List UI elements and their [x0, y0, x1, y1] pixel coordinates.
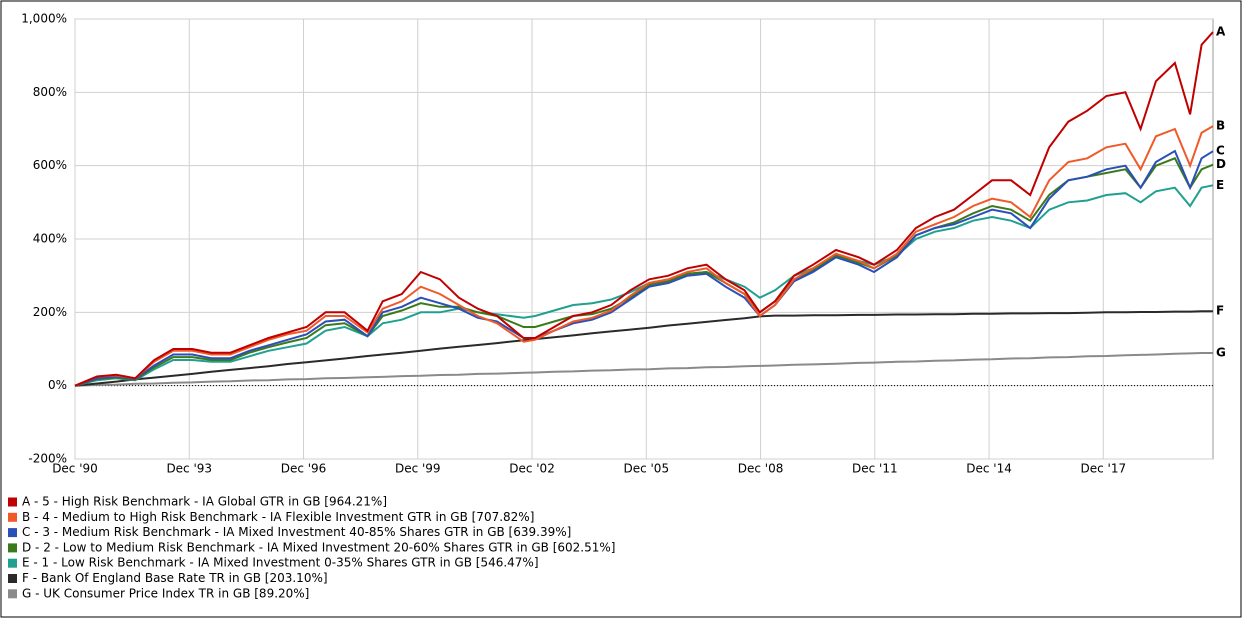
x-tick-label: Dec '96: [281, 462, 327, 476]
series-line: [74, 149, 1214, 387]
legend-label: E - 1 - Low Risk Benchmark - IA Mixed In…: [22, 556, 539, 570]
y-tick-label: 400%: [33, 232, 67, 246]
series-line: [74, 352, 1213, 387]
y-tick-label: 0%: [48, 378, 67, 392]
legend-swatch: [8, 528, 17, 538]
end-label: G: [1216, 345, 1226, 359]
legend-swatch: [8, 497, 17, 507]
y-tick-label: -200%: [28, 452, 67, 466]
legend-label: F - Bank Of England Base Rate TR in GB […: [22, 571, 328, 585]
legend-swatch: [8, 558, 17, 568]
x-tick-label: Dec '17: [1081, 462, 1127, 476]
x-tick-label: Dec '93: [166, 462, 212, 476]
end-label: A: [1216, 25, 1226, 39]
legend-label: G - UK Consumer Price Index TR in GB [89…: [22, 586, 309, 600]
end-label: D: [1216, 157, 1226, 171]
x-tick-label: Dec '05: [623, 462, 669, 476]
x-tick-label: Dec '14: [966, 462, 1012, 476]
y-tick-label: 200%: [33, 305, 67, 319]
x-tick-label: Dec '11: [852, 462, 898, 476]
end-label: E: [1216, 178, 1224, 192]
x-tick-label: Dec '02: [509, 462, 555, 476]
legend-label: A - 5 - High Risk Benchmark - IA Global …: [22, 495, 387, 509]
legend-label: B - 4 - Medium to High Risk Benchmark - …: [22, 510, 534, 524]
y-tick-label: 600%: [33, 158, 67, 172]
series-line: [74, 157, 1214, 387]
legend-swatch: [8, 543, 17, 553]
end-label: C: [1216, 144, 1225, 158]
x-tick-label: Dec '08: [738, 462, 784, 476]
series-line: [74, 125, 1214, 387]
x-tick-label: Dec '90: [52, 462, 98, 476]
legend-swatch: [8, 512, 17, 522]
end-label: F: [1216, 304, 1224, 318]
legend-swatch: [8, 574, 17, 583]
legend-label: D - 2 - Low to Medium Risk Benchmark - I…: [22, 540, 615, 554]
legend-swatch: [8, 589, 17, 599]
legend-label: C - 3 - Medium Risk Benchmark - IA Mixed…: [22, 525, 571, 539]
x-tick-label: Dec '99: [395, 462, 441, 476]
series-line: [74, 310, 1213, 387]
end-label: B: [1216, 119, 1225, 133]
series-line: [74, 31, 1214, 387]
y-tick-label: 800%: [33, 85, 67, 99]
y-tick-label: 1,000%: [21, 12, 67, 26]
